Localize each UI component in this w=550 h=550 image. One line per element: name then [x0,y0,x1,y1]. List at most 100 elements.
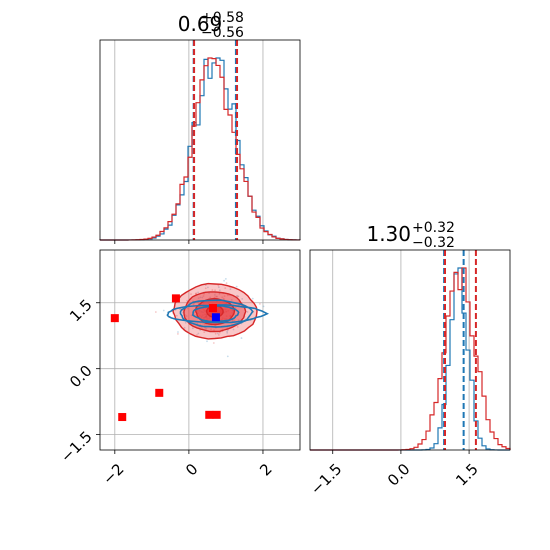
sample-point [175,314,178,317]
red-marker [212,410,221,419]
hist-param2-title: 1.30 [366,222,411,246]
sample-point [229,288,232,291]
sample-point [237,295,240,298]
sample-point [190,314,193,317]
hist-param2-title-minus: −0.32 [412,235,455,251]
sample-point [218,292,221,295]
sample-point [223,295,226,298]
sample-point [224,287,227,290]
sample-point [240,337,243,339]
y-tick-label: −1.5 [57,428,95,466]
sample-point [214,332,217,335]
sample-point [197,332,200,335]
hist-series-2 [100,57,301,241]
hist-series-1 [310,267,510,451]
blue-contour-2 [179,299,254,328]
sample-point [262,305,265,308]
sample-point [223,279,225,282]
sample-point [226,331,229,334]
panel-hist-param2-frame [309,249,511,451]
sample-point [236,294,238,297]
sample-point [218,331,221,334]
sample-point [194,292,197,295]
sample-point [224,278,227,280]
sample-point [215,295,218,298]
sample-point [237,319,240,322]
red-marker [118,413,127,422]
hist-param1-title: 0.69 [178,12,223,36]
blue-contour-1 [166,304,270,324]
sample-point [185,315,188,317]
sample-point [190,293,192,296]
sample-point [217,284,220,287]
sample-point [251,297,254,300]
sample-point [225,282,228,285]
sample-point [222,297,225,300]
sample-point [206,286,209,289]
sample-point [204,287,207,290]
sample-point [210,328,212,331]
sample-point [183,326,186,329]
sample-point [186,307,189,310]
sample-point [217,334,220,336]
sample-point [197,297,200,300]
sample-point [226,355,229,358]
x-tick-label: 1.5 [452,460,482,490]
sample-point [241,297,244,300]
sample-point [234,307,237,309]
x-tick-label: −1.5 [307,460,345,498]
sample-point [195,292,198,295]
sample-point [216,332,219,335]
sample-point [203,331,206,334]
sample-point [214,289,216,292]
sample-point [216,295,219,298]
sample-point [162,309,165,312]
red-marker [205,410,214,419]
sample-point [246,311,249,313]
sample-point [202,322,205,325]
sample-point [154,311,157,313]
sample-point [226,330,228,333]
sample-point [206,340,208,343]
hist-series-2 [310,267,511,451]
sample-point [184,321,187,324]
sample-point [226,294,229,297]
blue-marker [211,313,220,322]
sample-point [235,285,238,288]
panel-hist-param2: −1.5 0.0 1.5 1.30 +0.32 −0.32 [307,220,511,498]
sample-point [218,289,221,292]
panel-hist-param1: 0.69 +0.58 −0.56 [99,10,301,244]
panel-scatter-frame [99,249,301,451]
sample-point [205,327,208,330]
panel-hist-param1-frame [99,39,301,241]
y-tick-label: 1.5 [66,296,96,326]
sample-point [232,328,235,331]
sample-point [197,302,200,305]
sample-point [212,342,215,344]
sample-point [236,326,239,328]
sample-point [186,299,189,302]
red-marker [208,304,217,313]
sample-point [202,295,205,297]
sample-point [214,293,216,296]
sample-point [211,289,214,291]
hist-param1-title-plus: +0.58 [201,10,244,26]
y-tick-label: 0.0 [66,362,96,392]
sample-point [258,303,261,305]
red-marker [110,314,119,323]
sample-point [209,296,212,299]
sample-point [192,303,195,306]
sample-point [233,319,236,322]
sample-point [213,329,215,332]
sample-point [236,295,239,298]
hist-param1-title-minus: −0.56 [201,25,244,41]
x-tick-label: 0 [182,460,201,479]
hist-param2-title-plus: +0.32 [412,220,455,236]
red-marker [155,388,164,397]
sample-point [217,286,220,289]
panel-scatter: −2 0 2 −1.5 0.0 1.5 [57,249,301,488]
sample-point [199,296,202,299]
sample-point [177,333,179,335]
x-tick-label: −2 [99,460,127,488]
sample-point [231,319,234,322]
